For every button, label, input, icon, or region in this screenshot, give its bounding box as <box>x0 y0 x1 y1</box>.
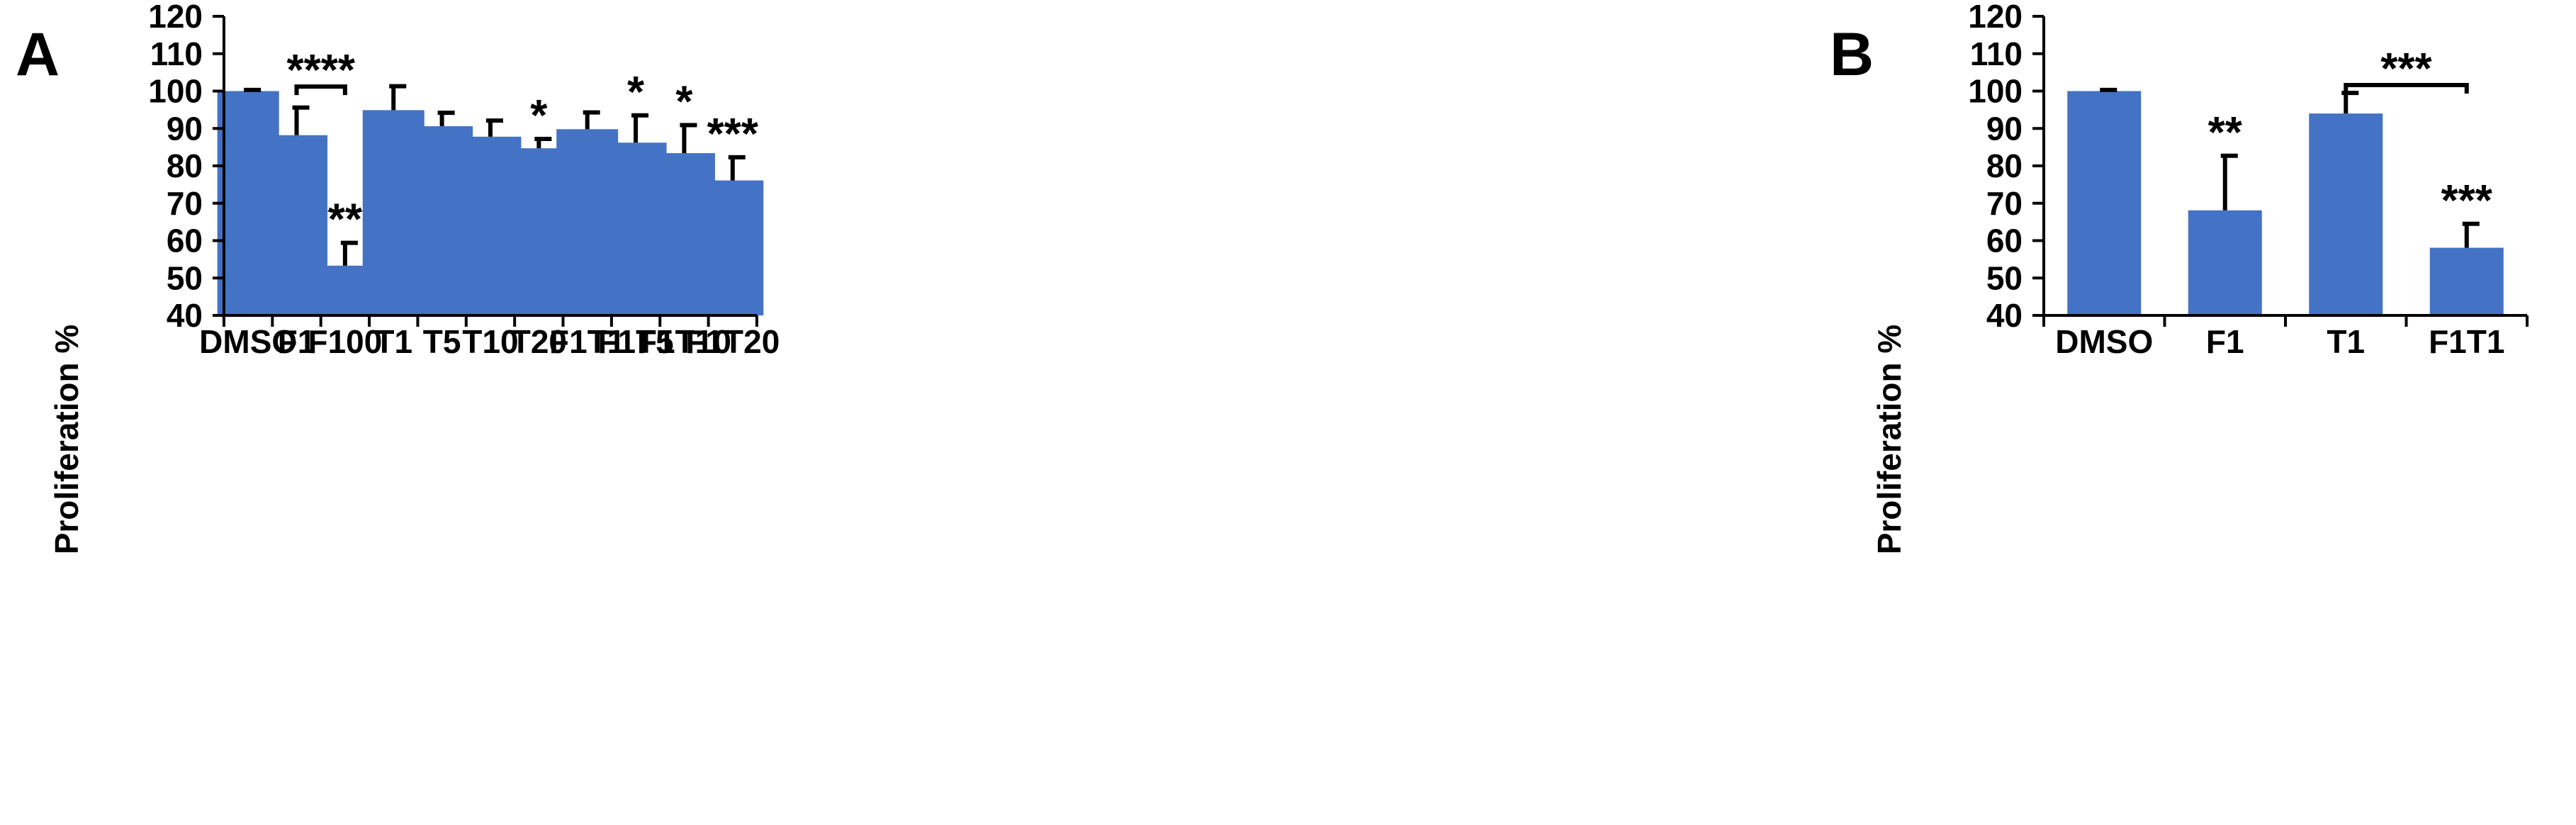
y-tick-label: 110 <box>150 35 203 72</box>
y-tick-label: 70 <box>1986 185 2023 222</box>
panel-label-a: A <box>16 21 60 89</box>
y-tick-label: 100 <box>1968 73 2023 110</box>
x-tick-label: DMSO <box>2055 323 2153 360</box>
y-tick-label: 80 <box>1986 147 2023 184</box>
significance-label: * <box>675 78 693 127</box>
x-tick-label: T1 <box>374 323 412 360</box>
significance-bracket <box>294 84 347 96</box>
y-tick-label: 50 <box>167 259 203 296</box>
bars <box>217 91 764 315</box>
y-tick-label: 120 <box>148 0 203 35</box>
bar <box>2429 247 2504 315</box>
bar <box>2067 91 2142 315</box>
panel-b: B Proliferation % 40 50 60 70 80 90 100 … <box>1830 0 2529 555</box>
y-tick-label: 110 <box>1970 35 2023 72</box>
bar <box>702 180 764 315</box>
y-axis-label-a: Proliferation % <box>48 325 85 555</box>
significance-label: * <box>530 91 548 140</box>
significance-labels-b: ** *** <box>2208 108 2493 225</box>
significance-label: *** <box>2441 176 2493 225</box>
x-tick-label: T10 <box>462 323 518 360</box>
significance-label: * <box>627 68 645 117</box>
y-axis-label-b: Proliferation % <box>1871 325 1908 555</box>
x-tick-label: F1T20 <box>685 323 780 360</box>
bar <box>2309 113 2383 315</box>
x-tick-label: T1 <box>2327 323 2365 360</box>
x-tick-label: F1T1 <box>2429 323 2504 360</box>
x-tick-label: F1T1 <box>549 323 625 360</box>
y-tick-label: 90 <box>1986 110 2023 147</box>
x-tick-label: F1T5 <box>597 323 673 360</box>
y-tick-label: 40 <box>1986 297 2023 334</box>
y-tick-labels-b: 40 50 60 70 80 90 100 110 120 <box>1968 0 2023 334</box>
x-tick-label: F1 <box>278 323 316 360</box>
significance-label: ** <box>2208 108 2243 157</box>
error-bars <box>2100 87 2480 248</box>
error-bars <box>244 84 746 266</box>
y-tick-labels-a: 40 50 60 70 80 90 100 110 120 <box>148 0 203 334</box>
brackets <box>2344 83 2469 94</box>
y-tick-label: 50 <box>1986 259 2023 296</box>
y-tick-label: 100 <box>148 73 203 110</box>
x-tick-label: DMSO <box>199 323 297 360</box>
bar <box>2188 210 2262 315</box>
x-tick-labels-a: DMSO F1 F100 T1 T5 T10 T20 F1T1 F1T5 F1T… <box>199 323 780 360</box>
y-tick-label: 70 <box>167 185 203 222</box>
x-tick-label: T20 <box>511 323 567 360</box>
x-tick-label: F1 <box>2206 323 2244 360</box>
x-tick-label: F1T10 <box>637 323 731 360</box>
significance-label: *** <box>707 110 759 159</box>
y-tick-label: 40 <box>167 297 203 334</box>
significance-bracket <box>2344 83 2469 94</box>
x-tick-label: T5 <box>423 323 461 360</box>
panel-label-b: B <box>1830 21 1874 89</box>
y-tick-label: 60 <box>1986 223 2023 259</box>
y-tick-label: 60 <box>167 223 203 259</box>
brackets <box>294 84 347 96</box>
x-tick-labels-b: DMSO F1 T1 F1T1 <box>2055 323 2504 360</box>
x-tick-label: F100 <box>308 323 382 360</box>
y-tick-label: 90 <box>167 110 203 147</box>
panel-a: A Proliferation % 40 50 60 70 80 90 100 … <box>16 0 780 554</box>
y-tick-label: 80 <box>167 147 203 184</box>
bars <box>2067 91 2504 315</box>
y-tick-label: 120 <box>1968 0 2023 35</box>
